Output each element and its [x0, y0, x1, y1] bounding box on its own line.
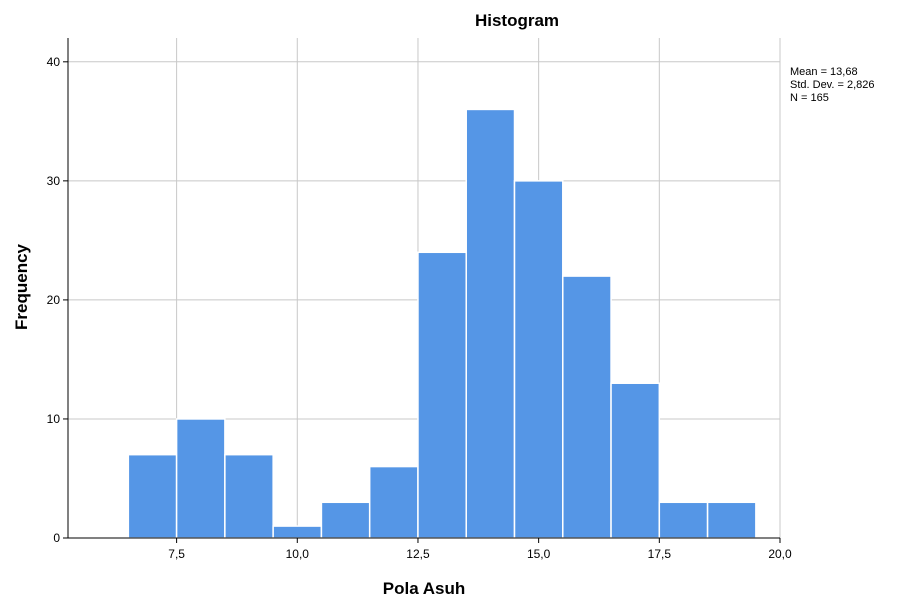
y-tick-label: 20 [47, 293, 61, 307]
y-tick-label: 0 [53, 531, 60, 545]
x-tick-label: 10,0 [286, 547, 310, 561]
histogram-bar [513, 180, 564, 539]
histogram-bar [417, 251, 467, 539]
histogram-bar [562, 275, 612, 539]
stats-n: N = 165 [790, 92, 829, 104]
axes-layer [67, 38, 780, 539]
stats-legend: Mean = 13,68 Std. Dev. = 2,826 N = 165 [790, 66, 875, 104]
chart-title: Histogram [475, 11, 559, 30]
y-tick-label: 10 [47, 412, 61, 426]
y-tick-label: 40 [47, 55, 61, 69]
stats-mean: Mean = 13,68 [790, 66, 858, 78]
stats-std-dev: Std. Dev. = 2,826 [790, 79, 875, 91]
x-tick-label: 20,0 [768, 547, 792, 561]
x-tick-label: 17,5 [648, 547, 672, 561]
x-tick-label: 12,5 [406, 547, 430, 561]
y-axis-title: Frequency [12, 243, 31, 330]
histogram-bar [272, 525, 323, 539]
x-tick-label: 7,5 [168, 547, 185, 561]
grid-layer [68, 38, 781, 538]
histogram-bar [368, 465, 419, 539]
x-tick-label: 15,0 [527, 547, 551, 561]
histogram-bar [658, 501, 709, 539]
histogram-bar [224, 453, 274, 539]
histogram-bar [610, 382, 661, 539]
x-axis-title: Pola Asuh [383, 579, 466, 598]
bars-layer [127, 108, 757, 539]
histogram-bar [127, 453, 178, 539]
ticks-layer: 0 10 20 30 40 7,5 10,0 12,5 15,0 17,5 20,0 [47, 55, 792, 561]
histogram-bar [706, 501, 757, 539]
histogram-bar [320, 501, 371, 539]
y-tick-label: 30 [47, 174, 61, 188]
histogram-bar [465, 108, 516, 539]
histogram-bar [175, 418, 226, 539]
